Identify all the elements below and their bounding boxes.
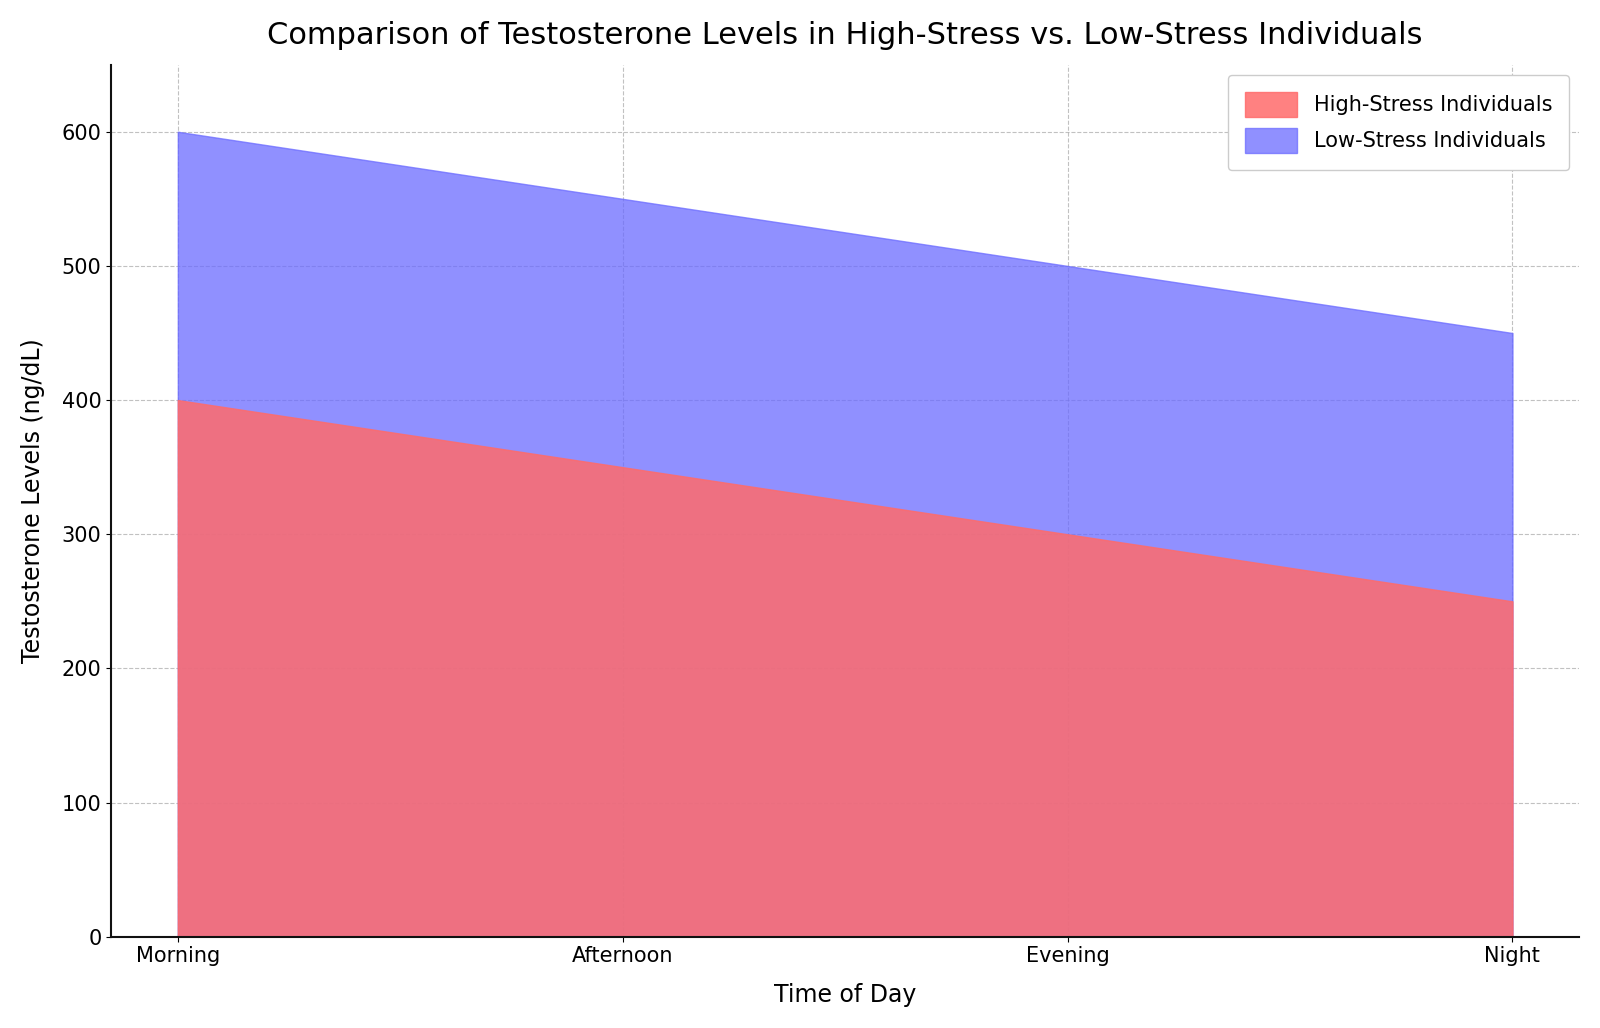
Y-axis label: Testosterone Levels (ng/dL): Testosterone Levels (ng/dL) (21, 338, 45, 663)
Title: Comparison of Testosterone Levels in High-Stress vs. Low-Stress Individuals: Comparison of Testosterone Levels in Hig… (267, 21, 1422, 49)
Legend: High-Stress Individuals, Low-Stress Individuals: High-Stress Individuals, Low-Stress Indi… (1229, 75, 1568, 170)
X-axis label: Time of Day: Time of Day (774, 983, 917, 1007)
